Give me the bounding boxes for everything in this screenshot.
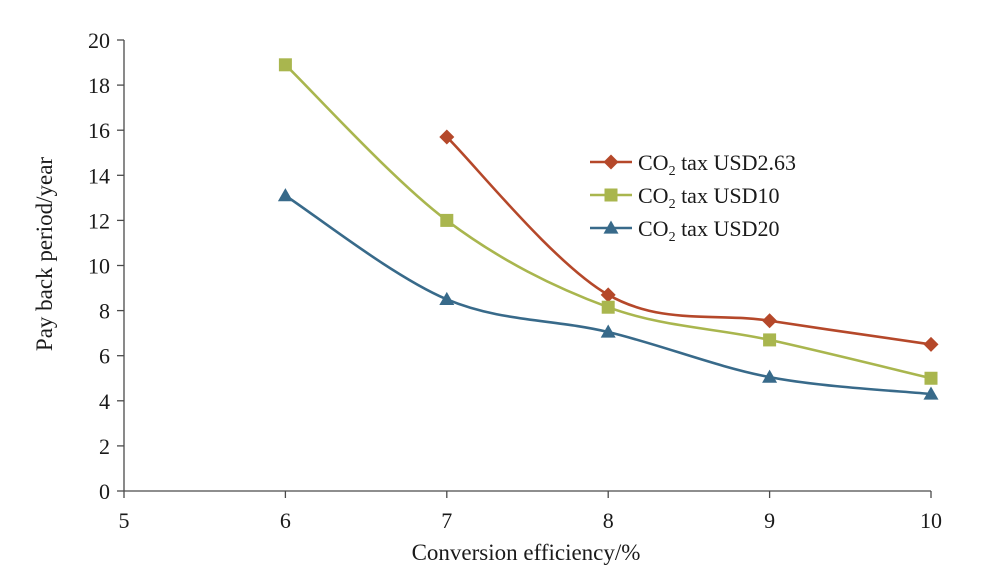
data-point-triangle [600, 324, 616, 338]
y-tick-label: 8 [99, 299, 110, 324]
y-tick-label: 16 [88, 118, 110, 143]
y-tick-label: 14 [88, 163, 110, 188]
legend-item: CO2 tax USD2.63 [590, 150, 796, 179]
legend-marker-diamond [603, 154, 619, 170]
y-tick-label: 4 [99, 389, 110, 414]
legend-label: CO2 tax USD10 [638, 183, 779, 212]
y-axis-title: Pay back period/year [32, 157, 57, 351]
series-3 [277, 188, 939, 400]
x-tick-label: 6 [280, 508, 291, 533]
data-point-square [601, 300, 615, 314]
y-tick-label: 6 [99, 344, 110, 369]
data-point-square [440, 213, 454, 227]
x-tick-label: 9 [764, 508, 775, 533]
x-tick-label: 5 [119, 508, 130, 533]
data-point-diamond [600, 287, 616, 303]
y-tick-label: 0 [99, 479, 110, 504]
legend: CO2 tax USD2.63 CO2 tax USD10 CO2 tax USD2… [590, 150, 796, 245]
y-tick-label: 20 [88, 28, 110, 53]
data-point-square [278, 58, 292, 72]
legend-marker-square [604, 188, 618, 202]
data-point-diamond [923, 336, 939, 352]
legend-item: CO2 tax USD20 [590, 216, 779, 245]
data-point-triangle [439, 291, 455, 305]
legend-item: CO2 tax USD10 [590, 183, 779, 212]
x-tick-label: 10 [920, 508, 942, 533]
y-tick-label: 10 [88, 254, 110, 279]
x-tick-label: 8 [603, 508, 614, 533]
legend-label: CO2 tax USD20 [638, 216, 779, 245]
y-tick-label: 12 [88, 208, 110, 233]
x-tick-label: 7 [441, 508, 452, 533]
data-point-square [763, 333, 777, 347]
data-point-diamond [762, 313, 778, 329]
series-1 [439, 129, 939, 352]
series-layer [277, 58, 939, 400]
data-point-triangle [923, 386, 939, 400]
data-point-square [924, 371, 938, 385]
y-tick-label: 2 [99, 434, 110, 459]
series-line [445, 136, 932, 346]
legend-marker-triangle [603, 220, 619, 234]
y-tick-label: 18 [88, 73, 110, 98]
series-2 [278, 58, 938, 385]
axes: 0 2 4 6 8 10 12 14 16 18 20 5 6 7 8 9 10 [88, 28, 942, 533]
data-point-triangle [762, 369, 778, 383]
x-axis-title: Conversion efficiency/% [412, 540, 641, 565]
data-point-triangle [277, 188, 293, 202]
data-point-diamond [439, 129, 455, 145]
legend-label: CO2 tax USD2.63 [638, 150, 796, 179]
